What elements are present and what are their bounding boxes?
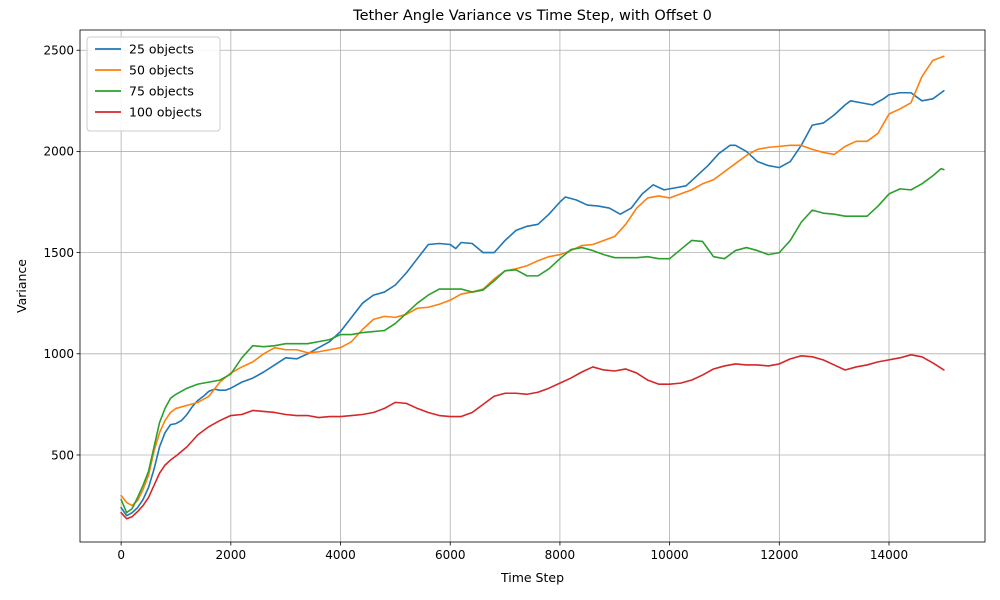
legend-box <box>86 36 221 132</box>
y-tick-label: 1500 <box>43 246 74 260</box>
series-line-4 <box>120 354 945 520</box>
series-line-1 <box>120 89 945 517</box>
y-tick-label: 500 <box>51 448 74 462</box>
chart-title: Tether Angle Variance vs Time Step, with… <box>352 8 712 24</box>
y-tick-label: 1000 <box>43 347 74 361</box>
x-tick-label: 14000 <box>870 548 908 562</box>
y-tick-label: 2000 <box>43 145 74 159</box>
axis-ticks: 0 2000 4000 6000 8000 10000 12000 14000 500 1000 1… <box>43 44 908 562</box>
x-tick-label: 2000 <box>216 548 247 562</box>
series-line-3 <box>120 167 945 514</box>
plot-frame <box>79 29 986 543</box>
x-axis-label: Time Step <box>500 570 564 585</box>
x-tick-label: 4000 <box>325 548 356 562</box>
series-layer <box>120 55 945 520</box>
x-tick-label: 12000 <box>760 548 798 562</box>
x-tick-label: 8000 <box>545 548 576 562</box>
y-axis-label: Variance <box>14 259 29 313</box>
legend-entry-label: 50 objects <box>129 63 194 78</box>
x-tick-label: 6000 <box>435 548 466 562</box>
y-tick-label: 2500 <box>43 44 74 58</box>
x-tick-label: 10000 <box>651 548 689 562</box>
legend-entry-label: 25 objects <box>129 42 194 57</box>
x-tick-label: 0 <box>117 548 125 562</box>
legend-entry-label: 100 objects <box>129 105 202 120</box>
legend: 25 objects 50 objects 75 objects 100 object… <box>86 36 221 132</box>
legend-entry-label: 75 objects <box>129 84 194 99</box>
